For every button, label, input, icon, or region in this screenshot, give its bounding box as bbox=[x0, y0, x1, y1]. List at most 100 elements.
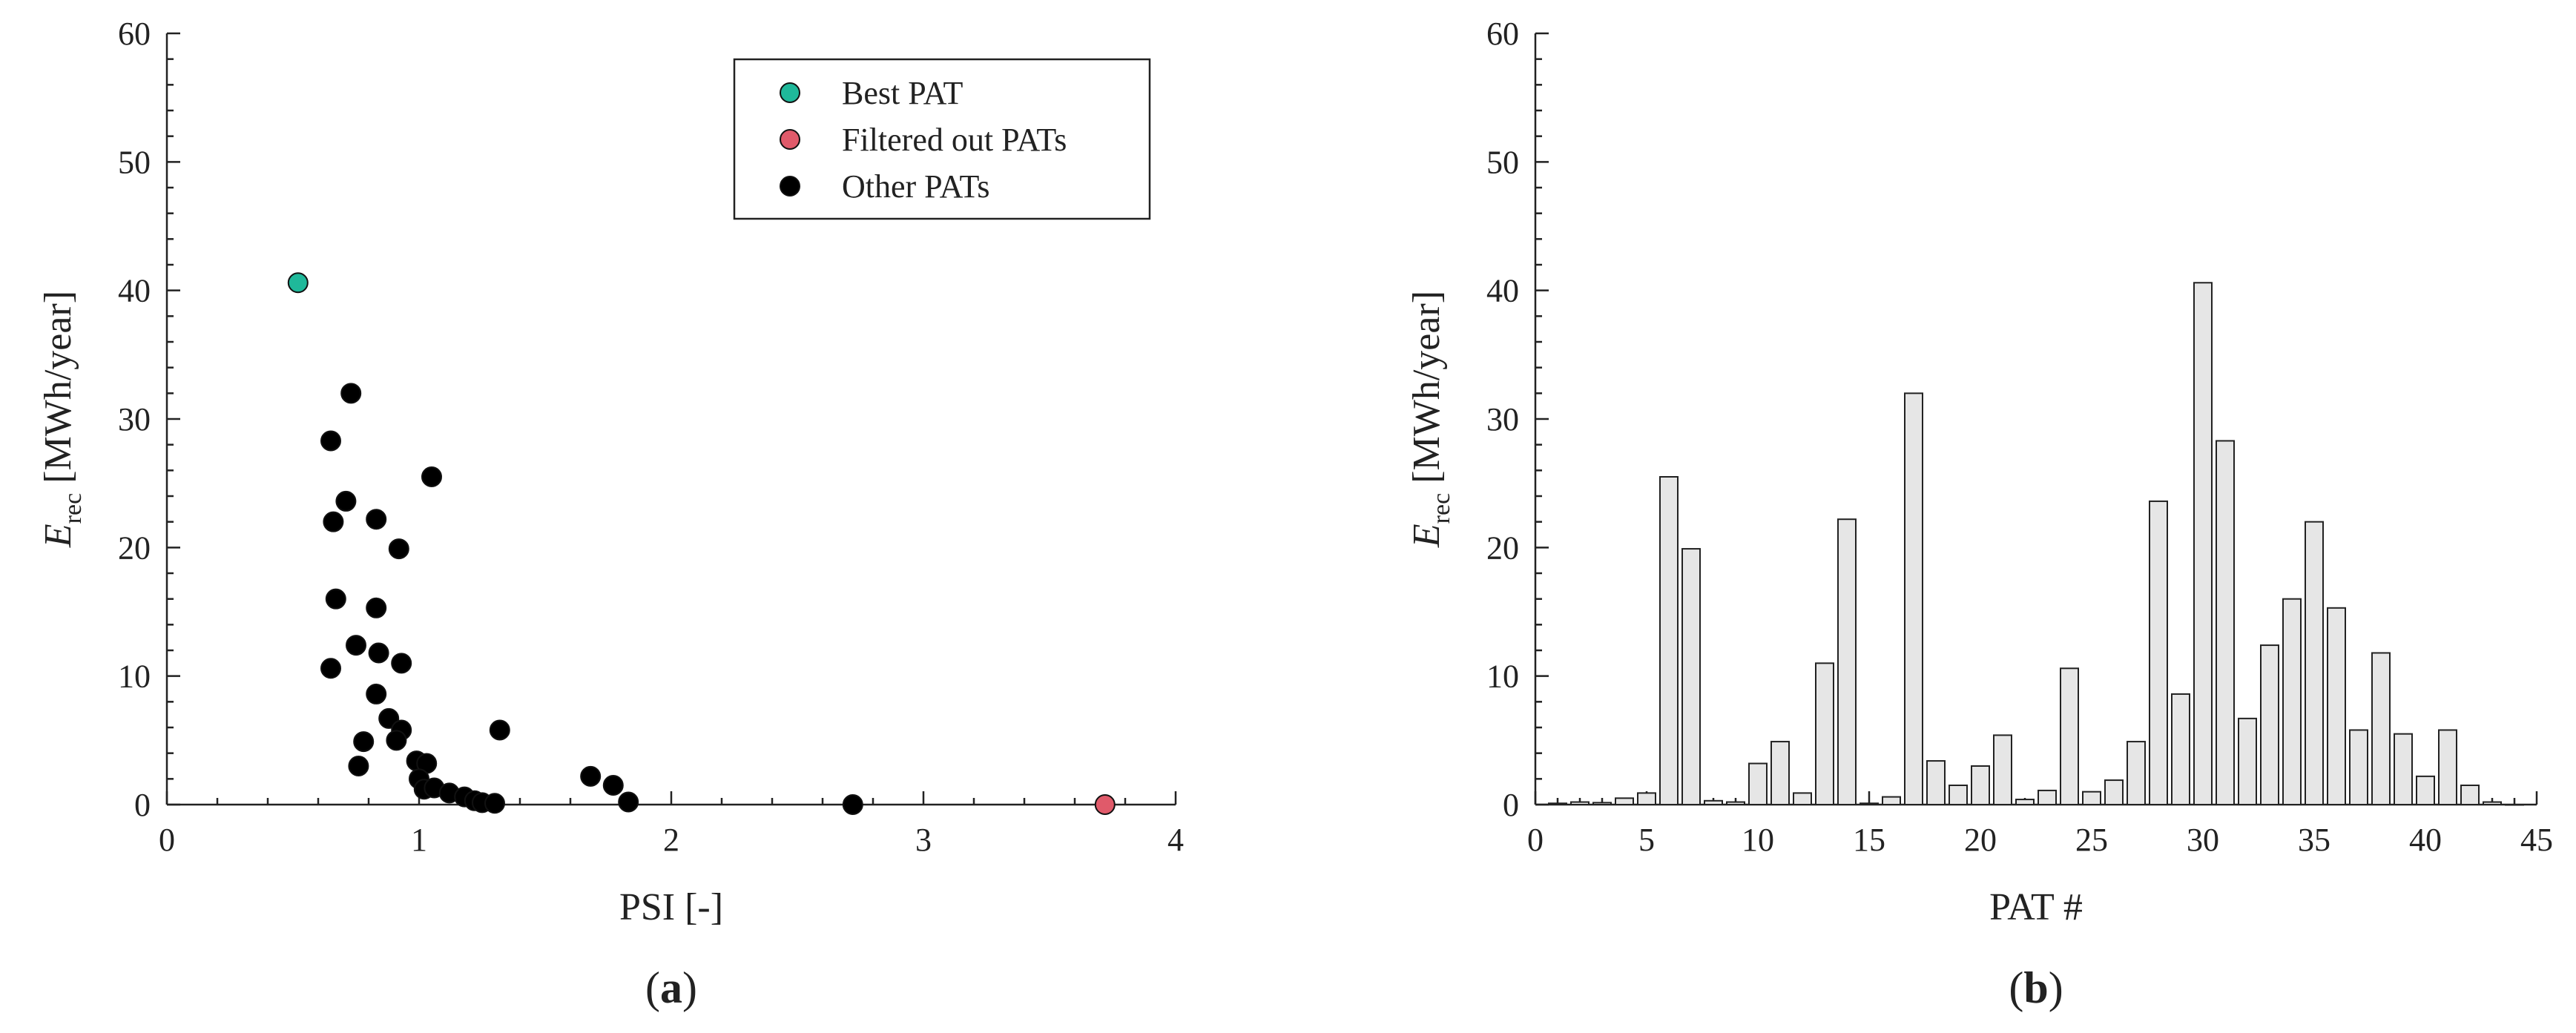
scatter-point bbox=[842, 794, 863, 815]
scatter-point bbox=[320, 430, 341, 452]
x-tick-label: 0 bbox=[159, 822, 175, 858]
bar bbox=[2238, 717, 2257, 805]
bar bbox=[1793, 792, 1812, 806]
bar bbox=[2260, 644, 2279, 805]
legend-marker bbox=[780, 176, 800, 197]
bar bbox=[1659, 476, 1679, 805]
bar bbox=[2327, 607, 2346, 805]
bar bbox=[2282, 598, 2302, 806]
y-tick-label: 30 bbox=[118, 401, 151, 438]
y-tick-label: 10 bbox=[118, 659, 151, 695]
scatter-panel: 0 10 20 30 40 50 60 0 1 2 3 4 PSI [-] Erec [MWh/year]… bbox=[37, 16, 1184, 1012]
y-axis-label-unit: [MWh/year] bbox=[1406, 291, 1448, 493]
bar bbox=[2104, 779, 2124, 805]
scatter-point bbox=[602, 775, 624, 796]
scatter-point bbox=[366, 597, 387, 618]
bar-panel: 0 10 20 30 40 50 60 0 5 10 15 20 25 30 35 40 45 PAT # Erec… bbox=[1406, 16, 2553, 1012]
y-tick-label: 10 bbox=[1486, 659, 1519, 695]
scatter-point bbox=[391, 653, 412, 674]
bar bbox=[1859, 802, 1879, 806]
y-axis-label-subscript: rec bbox=[1428, 493, 1455, 524]
y-tick-label: 0 bbox=[134, 787, 151, 823]
bar bbox=[1815, 662, 1834, 805]
x-tick-label: 40 bbox=[2409, 822, 2442, 858]
panel-label-letter: a bbox=[660, 963, 682, 1012]
panel-label-close: ) bbox=[682, 963, 697, 1012]
scatter-point bbox=[366, 509, 387, 530]
legend-marker bbox=[780, 129, 800, 150]
panel-label-open: ( bbox=[2009, 963, 2023, 1012]
series-best-pat bbox=[287, 272, 309, 294]
bar bbox=[1726, 801, 1745, 805]
bar bbox=[1949, 785, 1968, 805]
bar bbox=[2038, 789, 2057, 806]
legend-label: Other PATs bbox=[842, 168, 989, 205]
y-axis-label: Erec [MWh/year] bbox=[37, 291, 87, 548]
y-tick-label: 60 bbox=[1486, 16, 1519, 52]
x-tick-label: 25 bbox=[2075, 822, 2108, 858]
series-filtered-out-pats bbox=[1094, 794, 1116, 815]
x-tick-label: 35 bbox=[2298, 822, 2330, 858]
y-axis-label-symbol: E bbox=[37, 524, 79, 548]
x-tick-label: 10 bbox=[1742, 822, 1774, 858]
bar bbox=[2193, 282, 2213, 805]
y-axis-label-symbol: E bbox=[1406, 524, 1448, 548]
legend-marker bbox=[780, 82, 800, 103]
bar bbox=[2394, 733, 2413, 806]
legend-label: Best PAT bbox=[842, 75, 963, 111]
x-tick-label: 0 bbox=[1527, 822, 1544, 858]
scatter-point bbox=[618, 791, 639, 813]
bar bbox=[2371, 652, 2391, 806]
x-axis-label: PAT # bbox=[1989, 886, 2083, 928]
bar bbox=[2082, 791, 2101, 805]
scatter-point bbox=[421, 466, 442, 487]
panel-label: (b) bbox=[2009, 963, 2063, 1012]
x-axis-label: PSI [-] bbox=[619, 886, 723, 928]
bar bbox=[1926, 760, 1946, 805]
x-tick-label: 3 bbox=[915, 822, 932, 858]
scatter-point bbox=[320, 658, 341, 679]
series-other-pats bbox=[320, 383, 863, 815]
scatter-point bbox=[346, 635, 366, 656]
panel-label-open: ( bbox=[645, 963, 660, 1012]
y-tick-label: 40 bbox=[118, 273, 151, 309]
x-tick-label: 45 bbox=[2520, 822, 2553, 858]
bar bbox=[1971, 765, 1990, 805]
scatter-point bbox=[386, 730, 407, 751]
bar bbox=[1681, 548, 1701, 805]
x-tick-label: 4 bbox=[1167, 822, 1184, 858]
bar bbox=[2127, 741, 2146, 805]
bar bbox=[1748, 762, 1768, 805]
scatter-point bbox=[366, 683, 387, 704]
bar bbox=[2060, 667, 2079, 805]
bar bbox=[1882, 796, 1901, 805]
bar bbox=[1837, 518, 1857, 805]
scatter-point bbox=[353, 731, 375, 753]
scatter-point bbox=[325, 588, 346, 610]
x-tick-label: 20 bbox=[1964, 822, 1997, 858]
bar bbox=[2149, 500, 2168, 806]
bar bbox=[2438, 729, 2457, 806]
scatter-point bbox=[287, 272, 309, 294]
scatter-point bbox=[335, 490, 357, 512]
legend-label: Filtered out PATs bbox=[842, 122, 1067, 158]
bar bbox=[1993, 734, 2012, 806]
x-tick-label: 15 bbox=[1853, 822, 1885, 858]
scatter-point bbox=[368, 642, 389, 664]
y-tick-label: 0 bbox=[1503, 787, 1519, 823]
panel-label-letter: b bbox=[2023, 963, 2048, 1012]
y-axis-label: Erec [MWh/year] bbox=[1406, 291, 1455, 548]
x-tick-label: 1 bbox=[411, 822, 427, 858]
bar bbox=[2171, 693, 2190, 806]
scatter-point bbox=[340, 383, 362, 404]
bar bbox=[2015, 799, 2035, 805]
scatter-point bbox=[484, 793, 505, 814]
bar bbox=[1704, 799, 1723, 806]
bar bbox=[1904, 392, 1923, 805]
bar bbox=[2483, 801, 2502, 805]
scatter-point bbox=[1094, 794, 1116, 815]
x-tick-label: 5 bbox=[1638, 822, 1655, 858]
bar bbox=[2416, 775, 2435, 806]
bar bbox=[2305, 521, 2324, 806]
